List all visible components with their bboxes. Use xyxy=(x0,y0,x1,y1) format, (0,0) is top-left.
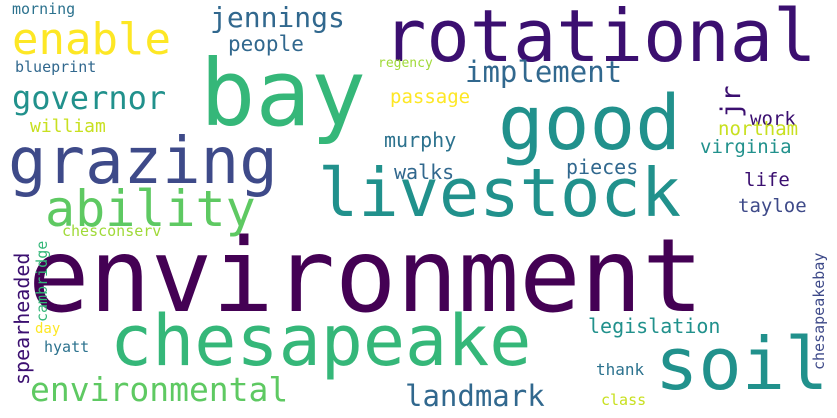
word-thank: thank xyxy=(596,360,645,379)
word-tayloe: tayloe xyxy=(738,195,807,217)
word-regency: regency xyxy=(378,56,433,71)
word-environmental: environmental xyxy=(30,370,289,409)
word-people: people xyxy=(228,32,304,56)
word-passage: passage xyxy=(390,86,471,108)
word-livestock: livestock xyxy=(318,154,682,232)
word-soil: soil xyxy=(655,322,829,406)
word-legislation: legislation xyxy=(588,314,721,338)
word-hyatt: hyatt xyxy=(44,338,90,356)
word-grazing: grazing xyxy=(8,125,278,199)
word-jr: jr xyxy=(716,85,747,118)
word-rotational: rotational xyxy=(383,0,817,78)
word-enable: enable xyxy=(12,14,171,65)
word-morning: morning xyxy=(12,0,76,18)
word-cambridge: cambridge xyxy=(33,240,51,322)
word-environment: environment xyxy=(28,217,704,336)
word-spearheaded: spearheaded xyxy=(10,252,34,385)
word-implement: implement xyxy=(465,55,623,89)
word-life: life xyxy=(744,169,790,191)
word-pieces: pieces xyxy=(566,155,639,179)
word-walks: walks xyxy=(394,160,455,184)
word-northam: northam xyxy=(718,118,799,140)
word-class: class xyxy=(601,391,647,409)
word-murphy: murphy xyxy=(384,128,457,152)
word-chesapeakebay: chesapeakebay xyxy=(810,252,828,370)
word-blueprint: blueprint xyxy=(15,58,97,76)
word-bay: bay xyxy=(200,40,367,147)
word-work: work xyxy=(750,108,796,130)
word-chesconserv: chesconserv xyxy=(62,222,162,240)
word-day: day xyxy=(35,321,61,337)
word-landmark: landmark xyxy=(405,379,545,413)
word-jennings: jennings xyxy=(210,1,345,34)
word-chesapeake: chesapeake xyxy=(110,300,532,382)
word-william: william xyxy=(30,116,106,137)
word-ability: ability xyxy=(45,180,256,238)
word-virginia: virginia xyxy=(700,136,792,158)
word-good: good xyxy=(498,78,682,167)
word-governor: governor xyxy=(12,79,167,117)
